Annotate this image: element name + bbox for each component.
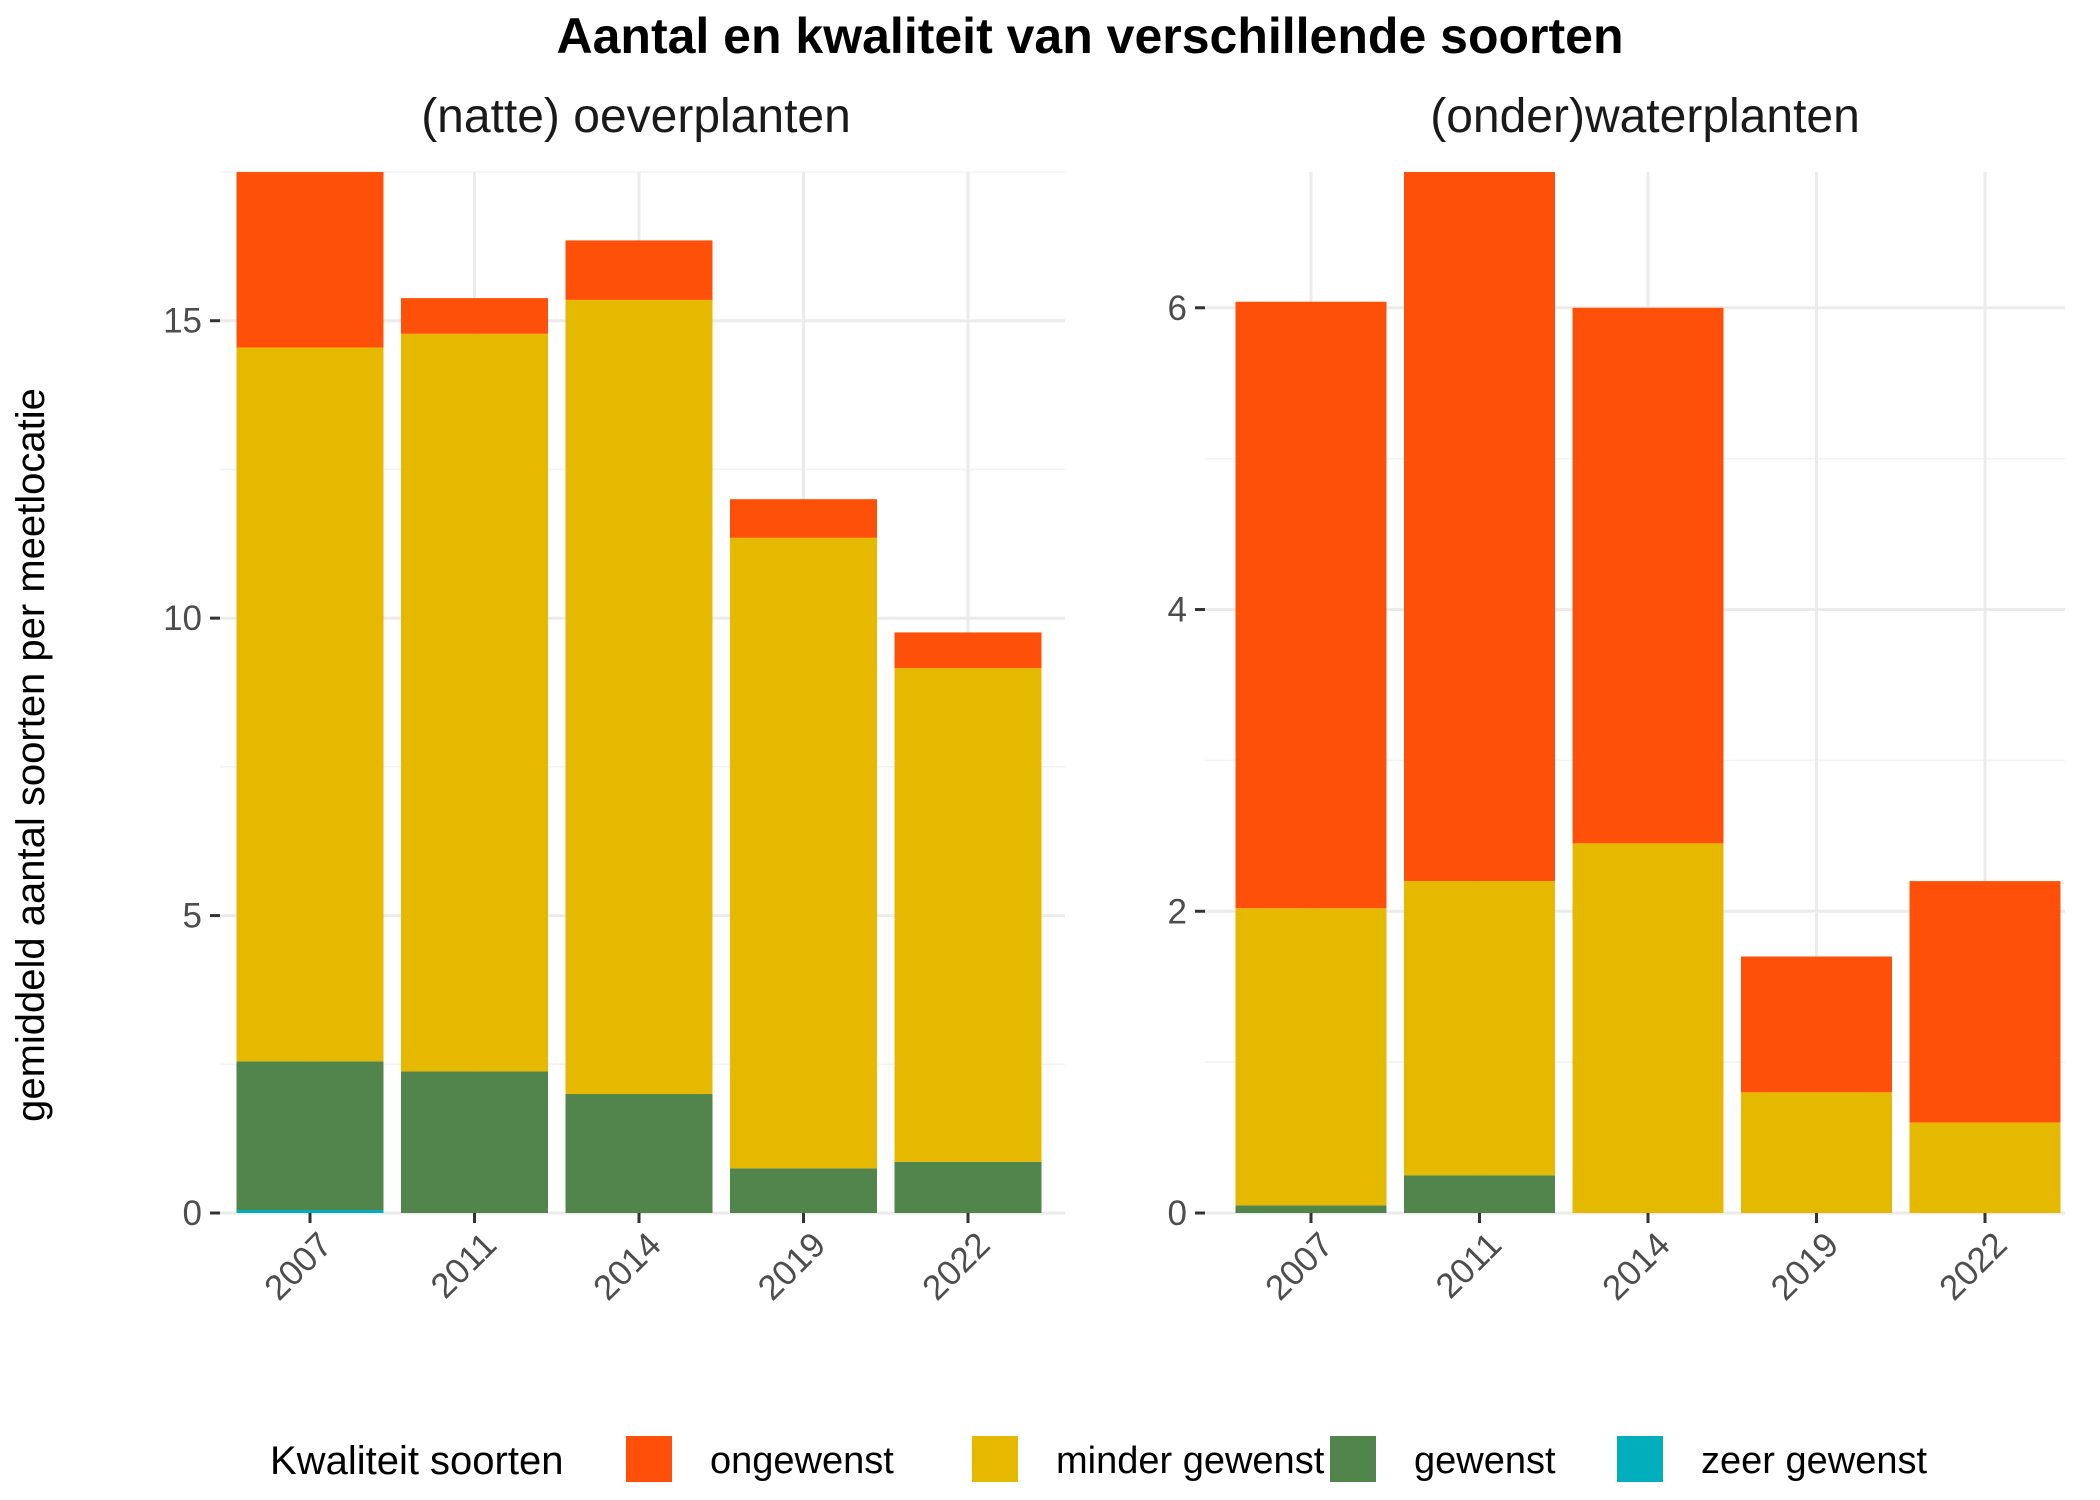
bar-segment-minder-gewenst-2019 (1741, 1092, 1892, 1213)
panel-waterplanten: (onder)waterplanten 0 2 4 6 2007 2011 2014 2019… (1168, 90, 2065, 1308)
x-axis: 2007 2011 2014 2019 2022 (1258, 1213, 2015, 1308)
bar-segment-ongewenst-2007 (236, 172, 384, 348)
bar-segment-minder-gewenst-2019 (730, 537, 877, 1169)
x-tick-label: 2011 (1428, 1225, 1509, 1306)
y-tick-label: 4 (1168, 591, 1187, 630)
legend-label-minder-gewenst: minder gewenst (1056, 1440, 1325, 1482)
bar-segment-gewenst-2007 (236, 1061, 384, 1211)
bar-segment-ongewenst-2022 (894, 632, 1042, 669)
y-tick-label: 0 (183, 1194, 202, 1233)
x-tick-label: 2022 (1932, 1225, 2015, 1308)
bar-segment-minder-gewenst-2007 (1235, 908, 1387, 1206)
legend-key-minder-gewenst (972, 1436, 1018, 1482)
bar-segment-minder-gewenst-2011 (401, 333, 548, 1072)
y-tick-label: 2 (1168, 892, 1187, 931)
bars (1235, 172, 2061, 1213)
x-tick-label: 2014 (586, 1225, 669, 1308)
x-tick-label: 2007 (1258, 1225, 1341, 1308)
x-tick-label: 2007 (257, 1225, 340, 1308)
bar-segment-ongewenst-2019 (730, 499, 877, 538)
bar-segment-gewenst-2007 (1235, 1205, 1387, 1213)
bar-segment-minder-gewenst-2007 (236, 347, 384, 1062)
y-axis-label: gemiddeld aantal soorten per meetlocatie (9, 388, 53, 1122)
bar-segment-minder-gewenst-2022 (894, 668, 1042, 1162)
legend: Kwaliteit soorten ongewenst minder gewens… (270, 1436, 1927, 1483)
bar-segment-ongewenst-2014 (1572, 307, 1724, 844)
y-axis: 0 5 10 15 (163, 302, 220, 1233)
panel-title-waterplanten: (onder)waterplanten (1430, 90, 1860, 143)
legend-label-zeer-gewenst: zeer gewenst (1701, 1440, 1927, 1482)
x-tick-label: 2011 (423, 1225, 504, 1306)
y-tick-label: 6 (1168, 289, 1187, 328)
y-tick-label: 10 (163, 599, 202, 638)
bar-segment-ongewenst-2007 (1235, 301, 1387, 909)
legend-title: Kwaliteit soorten (270, 1439, 563, 1483)
chart-title: Aantal en kwaliteit van verschillende so… (556, 8, 1623, 64)
panel-title-oeverplanten: (natte) oeverplanten (421, 90, 851, 143)
y-tick-label: 0 (1168, 1194, 1187, 1233)
x-tick-label: 2019 (751, 1225, 834, 1308)
bar-segment-ongewenst-2022 (1909, 881, 2061, 1123)
legend-key-gewenst (1330, 1436, 1376, 1482)
bar-segment-zeer-gewenst-2007 (236, 1210, 384, 1213)
x-axis: 2007 2011 2014 2019 2022 (257, 1213, 998, 1308)
y-tick-label: 5 (183, 897, 202, 936)
bar-segment-minder-gewenst-2011 (1404, 881, 1555, 1176)
bar-segment-ongewenst-2019 (1741, 956, 1892, 1093)
bar-segment-ongewenst-2011 (401, 298, 548, 334)
bar-segment-ongewenst-2014 (565, 240, 713, 300)
x-tick-label: 2014 (1595, 1225, 1678, 1308)
legend-key-zeer-gewenst (1617, 1436, 1663, 1482)
y-axis: 0 2 4 6 (1168, 289, 1205, 1233)
legend-label-ongewenst: ongewenst (710, 1440, 894, 1482)
bars (236, 172, 1042, 1213)
bar-segment-ongewenst-2011 (1404, 172, 1555, 882)
bar-segment-gewenst-2022 (894, 1161, 1042, 1213)
bar-segment-minder-gewenst-2014 (565, 299, 713, 1095)
bar-segment-gewenst-2011 (1404, 1175, 1555, 1213)
legend-label-gewenst: gewenst (1414, 1440, 1556, 1482)
bar-segment-minder-gewenst-2014 (1572, 843, 1724, 1213)
x-tick-label: 2019 (1764, 1225, 1847, 1308)
y-tick-label: 15 (163, 302, 202, 341)
bar-segment-gewenst-2011 (401, 1071, 548, 1213)
x-tick-label: 2022 (915, 1225, 998, 1308)
bar-segment-gewenst-2014 (565, 1094, 713, 1213)
bar-segment-gewenst-2019 (730, 1168, 877, 1213)
legend-key-ongewenst (626, 1436, 672, 1482)
bar-segment-minder-gewenst-2022 (1909, 1122, 2061, 1213)
